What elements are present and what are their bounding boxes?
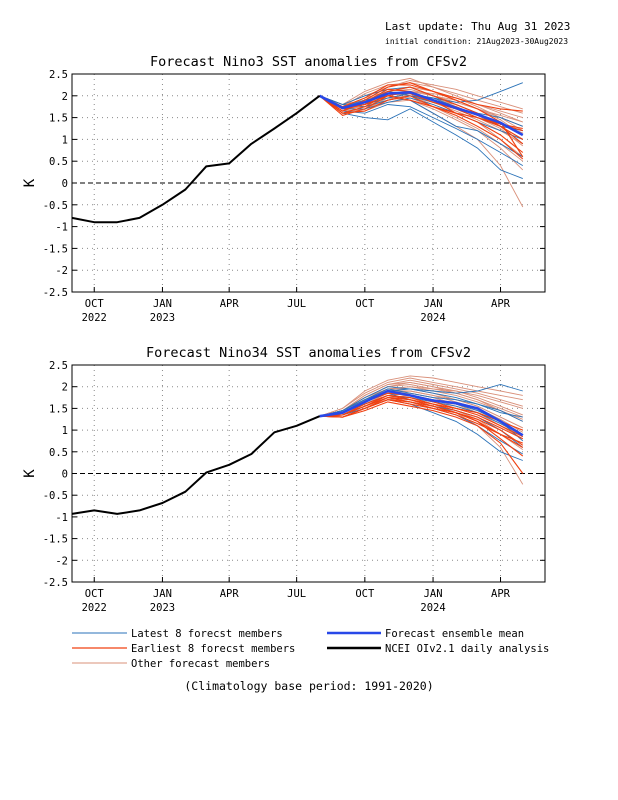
y-tick-label: 1 [62,134,68,146]
y-tick-label: -1 [55,222,68,234]
legend-other-label: Other forecast members [131,658,270,670]
x-tick-year-label: 2022 [82,602,107,614]
latest-member-line [319,95,523,180]
plot-frame [71,364,546,583]
nino34-y-axis-label: K [22,469,38,478]
x-tick-label: JAN [153,588,172,600]
x-tick-label: JUL [287,298,306,310]
other-member-line [319,375,523,417]
y-tick-label: 1 [62,425,68,437]
y-tick-label: 1.5 [49,113,68,125]
y-tick-label: -1 [55,512,68,524]
x-tick-label: JAN [153,298,172,310]
plot-frame [71,73,546,293]
earliest-member-line [319,93,524,140]
y-tick-label: 2.5 [49,69,68,81]
y-tick-label: 0 [62,469,68,481]
earliest-member-line [319,397,524,440]
earliest-member-line [319,401,524,474]
other-member-line [319,377,523,417]
x-tick-label: JUL [287,588,306,600]
x-tick-label: OCT [355,298,375,310]
y-tick-label: -0.5 [43,490,68,502]
legend: Latest 8 forecst members Earliest 8 fore… [72,628,549,670]
y-tick-label: 0 [62,178,68,190]
nino34-chart-title: Forecast Nino34 SST anomalies from CFSv2 [146,345,471,361]
y-tick-label: 0.5 [49,156,68,168]
x-tick-label: OCT [85,588,105,600]
x-tick-label: OCT [355,588,375,600]
latest-member-line [319,95,524,158]
x-tick-label: APR [220,298,240,310]
nino3-panel: Forecast Nino3 SST anomalies from CFSv2 -… [22,54,546,324]
x-tick-year-label: 2023 [150,312,175,324]
y-tick-label: 2 [62,382,68,394]
x-tick-label: JAN [424,298,443,310]
earliest-member-line [319,84,523,112]
x-tick-year-label: 2024 [420,312,445,324]
ensemble-mean-line [318,91,524,137]
ensemble-mean-line [319,389,524,437]
y-tick-label: -2.5 [43,287,68,299]
y-tick-label: -1.5 [43,243,68,255]
legend-obs-label: NCEI OIv2.1 daily analysis [385,643,549,655]
y-tick-label: 0.5 [49,447,68,459]
nino34-panel: Forecast Nino34 SST anomalies from CFSv2… [22,345,546,614]
latest-member-line [319,386,523,418]
x-tick-label: OCT [85,298,105,310]
earliest-member-line [319,95,524,160]
y-tick-label: -2 [55,265,68,277]
legend-earliest-label: Earliest 8 forecst members [131,643,295,655]
x-tick-label: APR [491,588,511,600]
last-update-text: Last update: Thu Aug 31 2023 [385,20,571,33]
x-tick-label: JAN [424,588,443,600]
observed-analysis-line [71,95,321,224]
x-tick-label: APR [491,298,511,310]
x-tick-label: APR [220,588,240,600]
x-tick-year-label: 2022 [82,312,107,324]
x-tick-year-label: 2024 [420,602,445,614]
y-tick-label: 2.5 [49,360,68,372]
y-tick-label: -2.5 [43,577,68,589]
y-tick-label: -1.5 [43,534,68,546]
other-member-line [319,381,523,422]
legend-latest-label: Latest 8 forecst members [131,628,283,640]
observed-analysis-line [71,415,320,515]
x-tick-year-label: 2023 [150,602,175,614]
y-tick-label: -0.5 [43,200,68,212]
y-tick-label: 1.5 [49,403,68,415]
nino3-y-axis-label: K [22,178,38,187]
y-tick-label: -2 [55,555,68,567]
earliest-member-line [319,394,523,431]
initial-condition-text: initial condition: 21Aug2023-30Aug2023 [385,37,569,46]
nino3-chart-title: Forecast Nino3 SST anomalies from CFSv2 [150,54,467,70]
climatology-footnote: (Climatology base period: 1991-2020) [184,679,433,693]
legend-mean-label: Forecast ensemble mean [385,628,524,640]
y-tick-label: 2 [62,91,68,103]
latest-member-line [319,388,523,422]
earliest-member-line [319,399,524,446]
earliest-member-line [319,95,523,130]
